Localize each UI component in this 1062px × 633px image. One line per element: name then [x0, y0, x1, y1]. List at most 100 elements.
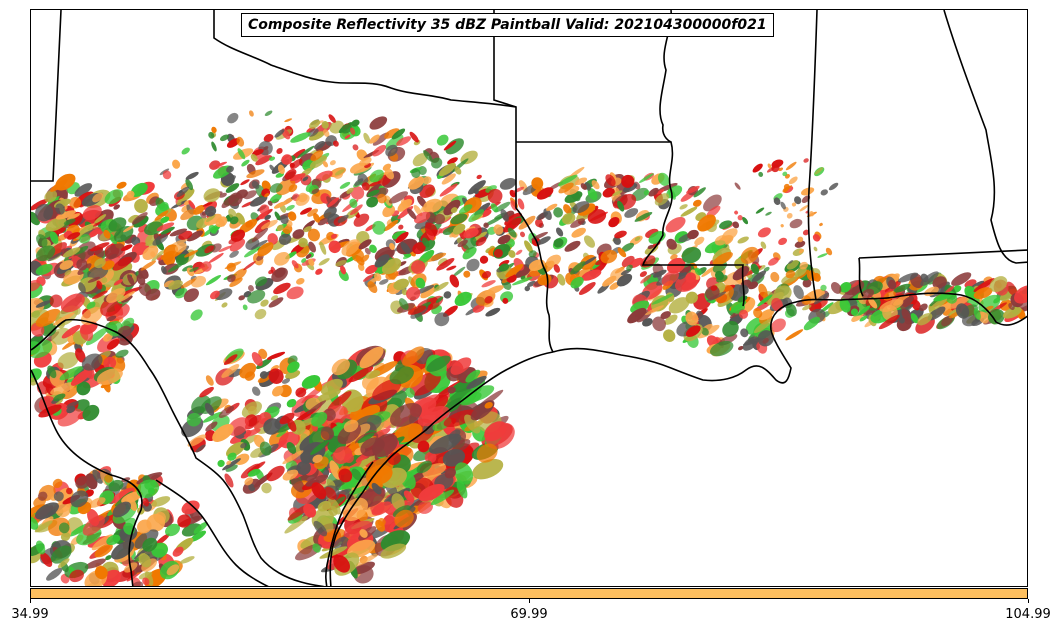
- reflectivity-blob: [613, 236, 621, 245]
- reflectivity-blob: [409, 131, 419, 143]
- reflectivity-blob: [74, 183, 93, 197]
- reflectivity-blob: [112, 501, 132, 518]
- reflectivity-blob: [227, 274, 236, 283]
- reflectivity-blob: [280, 215, 289, 225]
- reflectivity-blob: [155, 511, 166, 523]
- reflectivity-blob: [250, 153, 258, 162]
- reflectivity-blob: [459, 392, 482, 406]
- reflectivity-blob: [407, 305, 427, 315]
- reflectivity-blob: [366, 196, 379, 208]
- reflectivity-blob: [694, 236, 705, 246]
- reflectivity-blob: [562, 212, 576, 225]
- reflectivity-blob: [372, 144, 387, 157]
- state-border: [155, 479, 269, 586]
- reflectivity-blob: [443, 199, 461, 216]
- reflectivity-blob: [327, 391, 352, 412]
- reflectivity-blob: [374, 254, 390, 268]
- reflectivity-blob: [320, 426, 334, 441]
- reflectivity-blob: [131, 212, 148, 225]
- reflectivity-blob: [751, 270, 767, 283]
- reflectivity-blob: [371, 482, 382, 495]
- state-border: [858, 257, 864, 297]
- reflectivity-blob: [747, 281, 759, 290]
- reflectivity-blob: [327, 442, 336, 453]
- reflectivity-blob: [257, 375, 271, 383]
- reflectivity-blob: [193, 204, 205, 215]
- reflectivity-blob: [102, 332, 113, 342]
- reflectivity-blob: [284, 515, 309, 534]
- reflectivity-blob: [60, 293, 85, 313]
- reflectivity-blob: [343, 520, 373, 539]
- reflectivity-blob: [38, 404, 62, 418]
- reflectivity-blob: [247, 468, 261, 477]
- reflectivity-blob: [740, 246, 759, 264]
- reflectivity-blob: [350, 204, 363, 216]
- reflectivity-blob: [307, 208, 319, 217]
- reflectivity-blob: [428, 433, 462, 454]
- reflectivity-blob: [76, 381, 91, 396]
- reflectivity-blob: [402, 253, 412, 260]
- reflectivity-blob: [765, 211, 772, 216]
- reflectivity-blob: [34, 520, 53, 533]
- reflectivity-blob: [156, 222, 175, 232]
- reflectivity-blob: [917, 313, 933, 326]
- reflectivity-blob: [481, 271, 492, 279]
- reflectivity-blob: [355, 255, 365, 266]
- reflectivity-blob: [203, 188, 221, 203]
- reflectivity-blob: [447, 386, 456, 394]
- reflectivity-blob: [789, 218, 803, 229]
- reflectivity-blob: [792, 248, 804, 256]
- reflectivity-blob: [758, 171, 764, 177]
- reflectivity-blob: [84, 558, 106, 569]
- reflectivity-blob: [87, 276, 101, 283]
- reflectivity-blob: [515, 249, 523, 255]
- reflectivity-blob: [311, 188, 320, 194]
- reflectivity-blob: [290, 132, 311, 143]
- colorbar-tick-label: 34.99: [11, 607, 49, 622]
- reflectivity-blob: [229, 238, 246, 252]
- reflectivity-blob: [221, 364, 240, 378]
- colorbar-tick-label: 104.99: [1005, 607, 1051, 622]
- reflectivity-blob: [507, 227, 517, 238]
- reflectivity-blob: [169, 228, 188, 237]
- reflectivity-blob: [710, 285, 718, 291]
- reflectivity-blob: [645, 305, 664, 316]
- reflectivity-blob: [286, 441, 297, 454]
- reflectivity-blob: [372, 220, 386, 235]
- reflectivity-blob: [180, 278, 196, 289]
- reflectivity-blob: [445, 138, 464, 155]
- reflectivity-blob: [517, 198, 525, 210]
- reflectivity-blob: [85, 327, 108, 346]
- reflectivity-blob: [643, 189, 650, 196]
- reflectivity-blob: [206, 214, 216, 223]
- reflectivity-blob: [81, 353, 103, 371]
- reflectivity-blob: [375, 519, 385, 532]
- reflectivity-blob: [187, 434, 206, 447]
- reflectivity-blob: [142, 577, 150, 586]
- reflectivity-blob: [75, 224, 94, 240]
- reflectivity-blob: [165, 523, 180, 537]
- reflectivity-blob: [112, 256, 132, 271]
- reflectivity-blob: [273, 282, 291, 295]
- reflectivity-blob: [424, 222, 438, 236]
- reflectivity-blob: [709, 340, 734, 357]
- reflectivity-blob: [257, 242, 274, 257]
- reflectivity-blob: [409, 372, 441, 396]
- reflectivity-blob: [999, 299, 1013, 311]
- coastline: [325, 461, 374, 586]
- reflectivity-blob: [553, 264, 560, 273]
- reflectivity-blob: [770, 318, 786, 333]
- reflectivity-blob: [86, 301, 96, 310]
- reflectivity-blob: [626, 264, 633, 271]
- reflectivity-blob: [623, 183, 638, 193]
- reflectivity-blob: [714, 235, 728, 246]
- reflectivity-blob: [730, 301, 747, 313]
- reflectivity-blob: [819, 222, 823, 227]
- reflectivity-blob: [719, 220, 733, 230]
- reflectivity-blob: [466, 375, 487, 390]
- reflectivity-blob: [308, 241, 317, 253]
- reflectivity-blob: [324, 486, 337, 500]
- reflectivity-blob: [205, 206, 217, 217]
- reflectivity-blob: [241, 159, 250, 167]
- reflectivity-blob: [359, 346, 384, 369]
